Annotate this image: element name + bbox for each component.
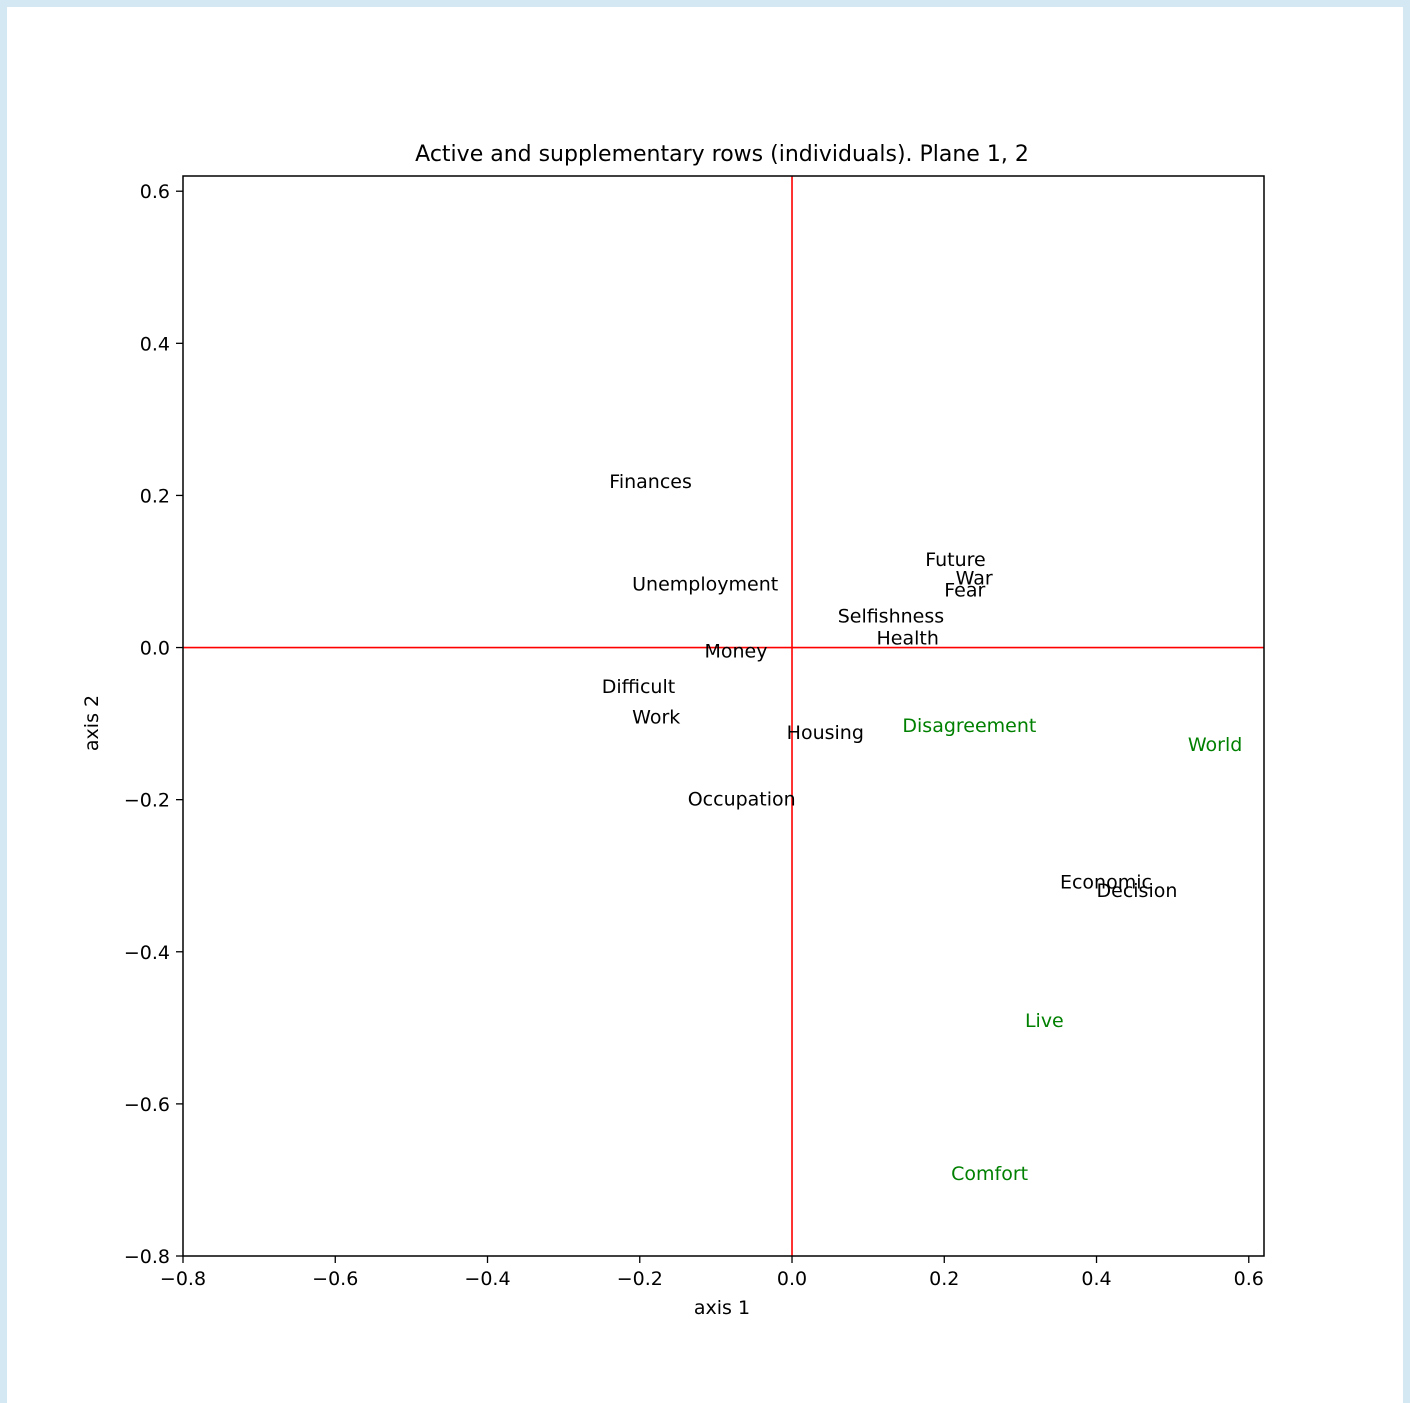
y-tick-label: 0.4 <box>140 333 170 355</box>
figure-canvas: Active and supplementary rows (individua… <box>7 7 1403 1403</box>
y-tick-label: −0.6 <box>124 1094 170 1116</box>
y-tick-label: 0.0 <box>140 638 170 660</box>
y-tick-label: 0.2 <box>140 485 170 507</box>
y-tick-label: −0.2 <box>124 790 170 812</box>
point-label: Disagreement <box>902 715 1036 737</box>
point-label: Fear <box>944 580 985 602</box>
point-label: Comfort <box>951 1163 1028 1185</box>
point-label: Unemployment <box>632 574 778 596</box>
point-label: Selfishness <box>838 605 944 627</box>
point-label: Economic <box>1060 872 1152 894</box>
y-tick-label: 0.6 <box>140 181 170 203</box>
point-label: Housing <box>787 722 864 744</box>
y-axis-label: axis 2 <box>81 695 103 751</box>
point-label: Health <box>877 628 939 650</box>
point-label: Money <box>704 640 767 662</box>
point-label: Future <box>925 549 986 571</box>
x-tick-label: −0.8 <box>160 1268 206 1290</box>
x-tick-label: 0.4 <box>1081 1268 1111 1290</box>
x-tick-label: −0.4 <box>464 1268 510 1290</box>
point-label: War <box>956 567 993 589</box>
y-tick-label: −0.8 <box>124 1246 170 1268</box>
point-label: Finances <box>609 471 692 493</box>
point-label: Occupation <box>688 789 796 811</box>
point-label: World <box>1188 734 1242 756</box>
x-tick-label: 0.2 <box>929 1268 959 1290</box>
scatter-plot: Active and supplementary rows (individua… <box>81 142 1265 1319</box>
x-axis-label: axis 1 <box>694 1297 750 1319</box>
point-label: Live <box>1025 1010 1064 1032</box>
x-tick-label: 0.0 <box>777 1268 807 1290</box>
x-tick-label: −0.2 <box>617 1268 663 1290</box>
point-label: Decision <box>1097 880 1178 902</box>
x-tick-label: −0.6 <box>312 1268 358 1290</box>
x-tick-label: 0.6 <box>1234 1268 1264 1290</box>
y-tick-label: −0.4 <box>124 942 170 964</box>
point-label: Work <box>632 707 680 729</box>
plot-area: −0.8 −0.6 −0.4 −0.2 0.0 0.2 0.4 0.6 −0.8 −0.6 −0.4… <box>124 175 1265 1290</box>
chart-title: Active and supplementary rows (individua… <box>415 142 1029 167</box>
point-label: Difficult <box>602 676 676 698</box>
plot-frame <box>182 175 1265 1257</box>
